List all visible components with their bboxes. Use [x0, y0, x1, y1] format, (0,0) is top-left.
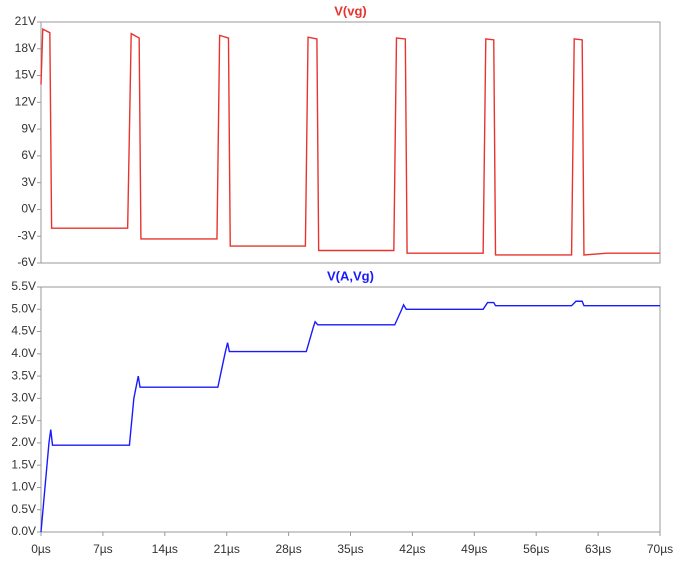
y-tick-label: 18V: [15, 41, 36, 55]
y-tick-label: 0V: [21, 202, 36, 216]
y-tick-label: 3.0V: [11, 391, 36, 405]
x-tick-label: 35µs: [337, 542, 363, 556]
x-tick-label: 0µs: [31, 542, 51, 556]
y-tick-label: 5.0V: [11, 301, 36, 315]
y-tick-label: 3V: [21, 175, 36, 189]
x-tick-label: 42µs: [399, 542, 425, 556]
trace-title: V(vg): [334, 3, 367, 18]
trace-title: V(A,Vg): [327, 268, 374, 283]
trace-line: [40, 300, 660, 533]
x-tick-label: 21µs: [214, 542, 240, 556]
y-tick-label: 6V: [21, 148, 36, 162]
x-tick-label: 7µs: [93, 542, 113, 556]
y-tick-label: 12V: [15, 95, 36, 109]
y-tick-label: 21V: [15, 14, 36, 28]
y-tick-label: 4.0V: [11, 346, 36, 360]
plot-frame: [40, 286, 661, 533]
plot-frame: [40, 21, 661, 264]
y-tick-label: 0.5V: [11, 502, 36, 516]
y-tick-label: 1.0V: [11, 480, 36, 494]
y-tick-label: -3V: [17, 228, 36, 242]
x-tick-label: 63µs: [585, 542, 611, 556]
x-tick-label: 28µs: [275, 542, 301, 556]
x-tick-label: 49µs: [461, 542, 487, 556]
x-tick-label: 70µs: [647, 542, 673, 556]
y-tick-label: 2.0V: [11, 435, 36, 449]
y-tick-label: 0.0V: [11, 524, 36, 538]
y-tick-label: 15V: [15, 68, 36, 82]
y-tick-label: 4.5V: [11, 324, 36, 338]
x-tick-label: 14µs: [152, 542, 178, 556]
y-tick-label: -6V: [17, 255, 36, 269]
y-tick-label: 5.5V: [11, 279, 36, 293]
y-tick-label: 2.5V: [11, 413, 36, 427]
y-tick-label: 3.5V: [11, 368, 36, 382]
y-tick-label: 9V: [21, 121, 36, 135]
trace-line: [40, 28, 660, 256]
x-tick-label: 56µs: [523, 542, 549, 556]
y-tick-label: 1.5V: [11, 457, 36, 471]
